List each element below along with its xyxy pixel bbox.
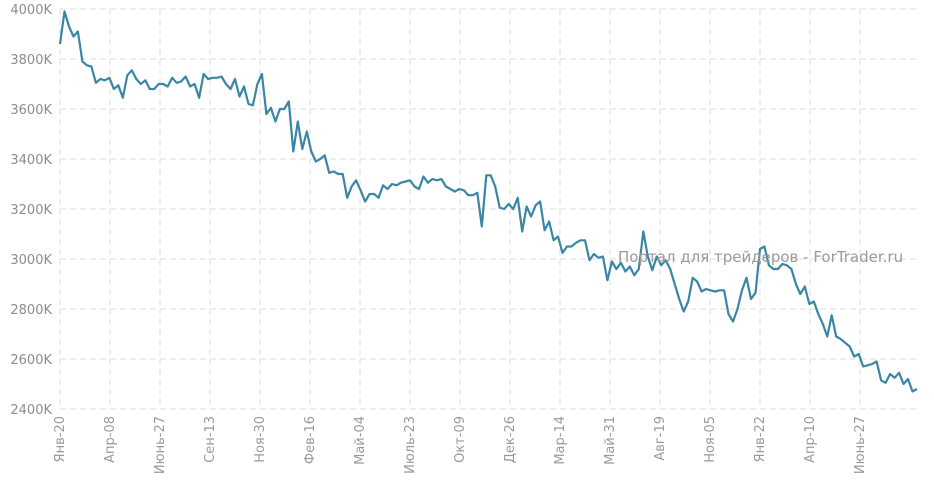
x-tick-label: Янв-22 [753, 416, 768, 462]
y-tick-label: 2800K [10, 303, 52, 318]
y-tick-label: 3600K [10, 103, 52, 118]
y-axis-ticks: 2400K 2600K 2800K 3000K 3200K 3400K 3600K 3800K… [10, 3, 52, 418]
x-tick-label: Мар-14 [553, 416, 568, 465]
y-tick-label: 2600K [10, 353, 52, 368]
y-tick-label: 3000K [10, 253, 52, 268]
x-tick-label: Июнь-27 [153, 416, 168, 474]
x-tick-label: Июнь-27 [853, 416, 868, 474]
x-tick-label: Апр-10 [803, 416, 818, 463]
x-tick-label: Янв-20 [53, 416, 68, 462]
x-tick-label: Фев-16 [303, 416, 318, 464]
x-tick-label: Июль-23 [403, 416, 418, 474]
x-tick-label: Май-04 [353, 416, 368, 465]
y-tick-label: 3400K [10, 153, 52, 168]
x-tick-label: Дек-26 [503, 416, 518, 463]
chart-grid [59, 8, 918, 410]
watermark-text: Портал для трейдеров - ForTrader.ru [618, 248, 903, 266]
y-tick-label: 2400K [10, 403, 52, 418]
y-tick-label: 3200K [10, 203, 52, 218]
x-tick-label: Май-31 [603, 416, 618, 465]
series-line [58, 10, 918, 393]
x-tick-label: Окт-09 [453, 416, 468, 463]
x-tick-label: Ноя-30 [253, 416, 268, 463]
x-tick-label: Сен-13 [203, 416, 218, 463]
y-tick-label: 4000K [10, 3, 52, 18]
x-axis-ticks: Янв-20 Апр-08 Июнь-27 Сен-13 Ноя-30 Фев-16 Май… [53, 416, 868, 474]
x-tick-label: Апр-08 [103, 416, 118, 463]
x-tick-label: Авг-19 [653, 416, 668, 461]
x-tick-label: Ноя-05 [703, 416, 718, 463]
y-tick-label: 3800K [10, 53, 52, 68]
